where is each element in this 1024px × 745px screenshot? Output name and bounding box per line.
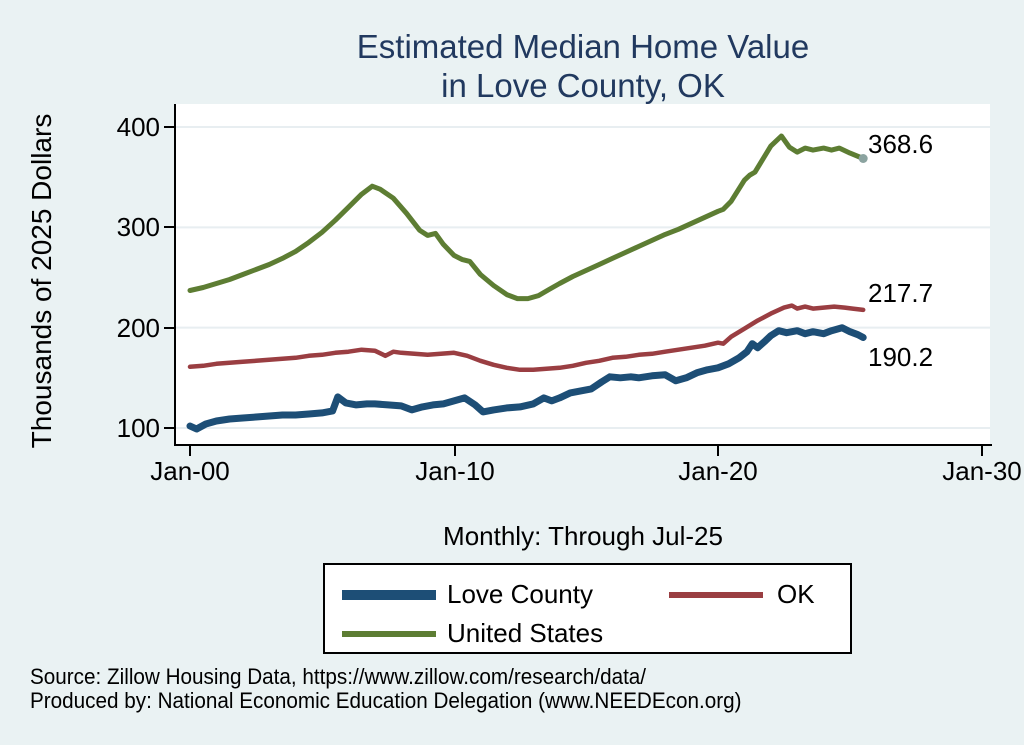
x-tick-jan20	[717, 446, 719, 456]
legend-label-ok: OK	[777, 579, 815, 609]
x-tick-label-jan20: Jan-20	[678, 456, 758, 486]
series-line-united-states	[187, 133, 866, 302]
end-value-united-states: 368.6	[868, 129, 934, 159]
x-tick-label-jan10: Jan-10	[415, 456, 495, 486]
chart-title-line2: in Love County, OK	[441, 67, 725, 104]
y-tick-label-400: 400	[116, 112, 160, 142]
end-value-ok: 217.7	[868, 278, 934, 308]
legend-label-love-county: Love County	[447, 579, 593, 609]
x-axis-line	[174, 444, 992, 446]
plot-svg	[176, 126, 990, 433]
series-end-marker-united-states	[858, 154, 868, 163]
produced-by-text: Produced by: National Economic Education…	[30, 688, 742, 713]
legend-swatch-love-county	[342, 590, 436, 600]
y-tick-400	[164, 126, 175, 128]
x-tick-label-jan30: Jan-30	[942, 456, 1022, 486]
plot-area	[176, 104, 990, 444]
y-tick-200	[164, 327, 175, 329]
legend: Love County OK United States	[323, 563, 852, 654]
source-text: Source: Zillow Housing Data, https://www…	[30, 664, 647, 689]
x-axis-subtitle: Monthly: Through Jul-25	[443, 521, 723, 551]
series-line-ok	[187, 303, 866, 373]
y-tick-label-300: 300	[116, 212, 160, 242]
x-tick-label-jan00: Jan-00	[150, 456, 230, 486]
legend-swatch-ok	[669, 592, 763, 598]
x-tick-jan10	[454, 446, 456, 456]
y-tick-label-100: 100	[116, 413, 160, 443]
legend-label-united-states: United States	[447, 618, 604, 648]
chart-title-line1: Estimated Median Home Value	[356, 28, 810, 65]
y-axis-title: Thousands of 2025 Dollars	[26, 113, 57, 449]
x-tick-jan00	[189, 446, 191, 456]
y-tick-label-200: 200	[116, 313, 160, 343]
legend-swatch-united-states	[342, 631, 436, 637]
y-tick-300	[164, 226, 175, 228]
series-line-love-county	[186, 324, 867, 433]
y-axis-line	[174, 104, 176, 446]
end-value-love-county: 190.2	[868, 342, 934, 372]
x-tick-jan30	[981, 446, 983, 456]
y-tick-100	[164, 427, 175, 429]
